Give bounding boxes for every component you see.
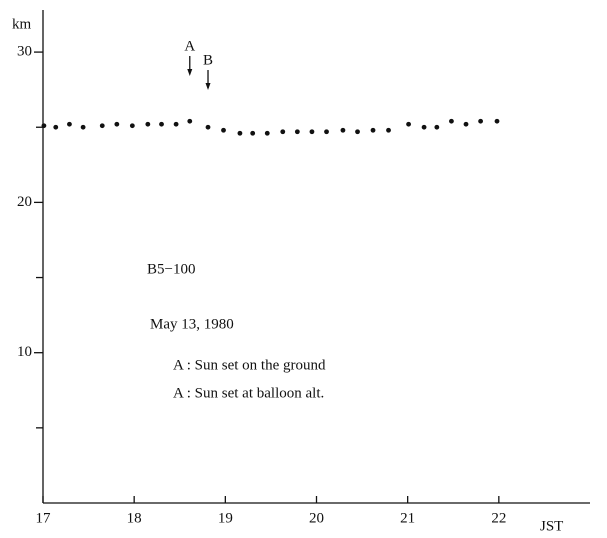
x-tick-label: 20 [309,510,324,526]
data-point [205,124,211,130]
data-point [370,127,376,133]
annotation: A : Sun set on the ground [173,357,326,373]
data-point [421,124,427,130]
y-tick-label: 10 [17,344,32,360]
data-point [237,130,243,136]
data-point [309,129,315,135]
data-point [159,121,164,127]
marker-label: A [184,38,195,54]
marker-label: B [203,52,213,68]
data-point [355,129,360,135]
data-point [324,129,329,135]
x-tick-label: 22 [491,510,506,526]
data-point [114,121,120,127]
data-point [434,124,440,130]
data-point [221,127,226,133]
marker-arrowhead [187,69,193,76]
x-tick-label: 21 [400,510,415,526]
data-point [173,121,179,127]
data-point [145,121,151,127]
y-tick-label: 20 [17,194,32,210]
data-point [340,127,346,133]
data-point [406,121,411,127]
data-point [187,118,193,124]
data-point [67,121,72,127]
x-tick-label: 18 [127,510,142,526]
data-point [129,123,135,129]
data-point [494,118,500,124]
data-point [280,129,286,135]
data-point [264,130,270,136]
data-point [463,121,469,127]
data-point [80,124,86,130]
data-point [294,129,300,135]
data-point [99,123,105,129]
data-point [449,118,454,124]
annotation: May 13, 1980 [150,316,234,332]
data-point [386,127,391,133]
data-point [53,124,59,130]
annotation: A : Sun set at balloon alt. [173,385,324,401]
x-tick-label: 17 [36,510,52,526]
data-point [250,130,256,136]
y-axis-label: km [12,16,32,32]
x-tick-label: 19 [218,510,233,526]
x-axis-label: JST [540,518,563,534]
annotation: B5−100 [147,261,195,277]
data-point [41,123,47,129]
y-tick-label: 30 [17,44,32,60]
marker-arrowhead [205,83,211,90]
data-point [478,118,483,124]
